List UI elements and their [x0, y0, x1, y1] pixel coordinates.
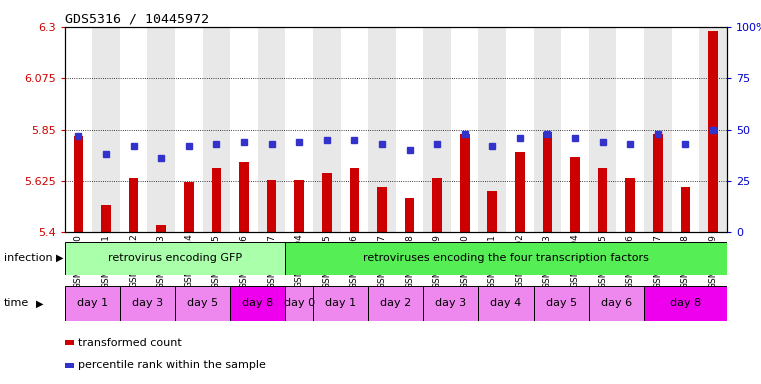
Bar — [488, 191, 497, 232]
Bar — [322, 173, 332, 232]
Text: day 3: day 3 — [435, 298, 466, 308]
Bar — [479, 27, 506, 232]
Bar — [65, 362, 75, 368]
Bar — [313, 286, 368, 321]
Text: infection: infection — [4, 253, 53, 263]
Text: ▶: ▶ — [36, 298, 43, 308]
Bar — [396, 27, 423, 232]
Bar — [589, 27, 616, 232]
Bar — [175, 286, 230, 321]
Text: percentile rank within the sample: percentile rank within the sample — [78, 360, 266, 370]
Bar — [644, 286, 727, 321]
Text: ▶: ▶ — [56, 253, 63, 263]
Bar — [598, 169, 607, 232]
Bar — [65, 286, 119, 321]
Bar — [295, 180, 304, 232]
Bar — [184, 182, 193, 232]
Bar — [460, 134, 470, 232]
Text: day 2: day 2 — [380, 298, 412, 308]
Bar — [230, 286, 285, 321]
Bar — [65, 340, 75, 345]
Bar — [157, 225, 166, 232]
Bar — [405, 198, 414, 232]
Bar — [148, 27, 175, 232]
Text: time: time — [4, 298, 29, 308]
Text: retroviruses encoding the four transcription factors: retroviruses encoding the four transcrip… — [363, 253, 649, 263]
Bar — [533, 286, 589, 321]
Bar — [671, 27, 699, 232]
Bar — [570, 157, 580, 232]
Bar — [616, 27, 644, 232]
Bar — [175, 27, 202, 232]
Bar — [515, 152, 524, 232]
Bar — [368, 286, 423, 321]
Bar — [533, 27, 561, 232]
Bar — [267, 180, 276, 232]
Bar — [285, 242, 727, 275]
Bar — [129, 177, 139, 232]
Bar — [92, 27, 120, 232]
Bar — [341, 27, 368, 232]
Bar — [368, 27, 396, 232]
Text: day 8: day 8 — [670, 298, 701, 308]
Bar — [202, 27, 230, 232]
Bar — [543, 132, 552, 232]
Bar — [101, 205, 111, 232]
Text: day 0: day 0 — [284, 298, 315, 308]
Bar — [432, 177, 442, 232]
Text: day 5: day 5 — [187, 298, 218, 308]
Text: day 1: day 1 — [77, 298, 108, 308]
Bar — [644, 27, 671, 232]
Text: day 8: day 8 — [242, 298, 273, 308]
Bar — [377, 187, 387, 232]
Text: transformed count: transformed count — [78, 338, 182, 348]
Bar — [285, 27, 313, 232]
Bar — [74, 136, 83, 232]
Bar — [120, 27, 148, 232]
Bar — [313, 27, 340, 232]
Bar — [479, 286, 533, 321]
Bar — [230, 27, 258, 232]
Bar — [239, 162, 249, 232]
Bar — [120, 286, 175, 321]
Text: day 6: day 6 — [601, 298, 632, 308]
Text: day 5: day 5 — [546, 298, 577, 308]
Bar — [653, 134, 663, 232]
Bar — [212, 169, 221, 232]
Bar — [699, 27, 727, 232]
Bar — [708, 31, 718, 232]
Text: GDS5316 / 10445972: GDS5316 / 10445972 — [65, 13, 209, 26]
Text: day 3: day 3 — [132, 298, 163, 308]
Bar — [285, 286, 313, 321]
Text: day 4: day 4 — [490, 298, 522, 308]
Bar — [65, 242, 285, 275]
Bar — [65, 27, 92, 232]
Bar — [451, 27, 479, 232]
Text: day 1: day 1 — [325, 298, 356, 308]
Bar — [589, 286, 644, 321]
Bar — [423, 286, 479, 321]
Text: retrovirus encoding GFP: retrovirus encoding GFP — [108, 253, 242, 263]
Bar — [258, 27, 285, 232]
Bar — [561, 27, 589, 232]
Bar — [506, 27, 533, 232]
Bar — [680, 187, 690, 232]
Bar — [626, 177, 635, 232]
Bar — [423, 27, 451, 232]
Bar — [349, 169, 359, 232]
